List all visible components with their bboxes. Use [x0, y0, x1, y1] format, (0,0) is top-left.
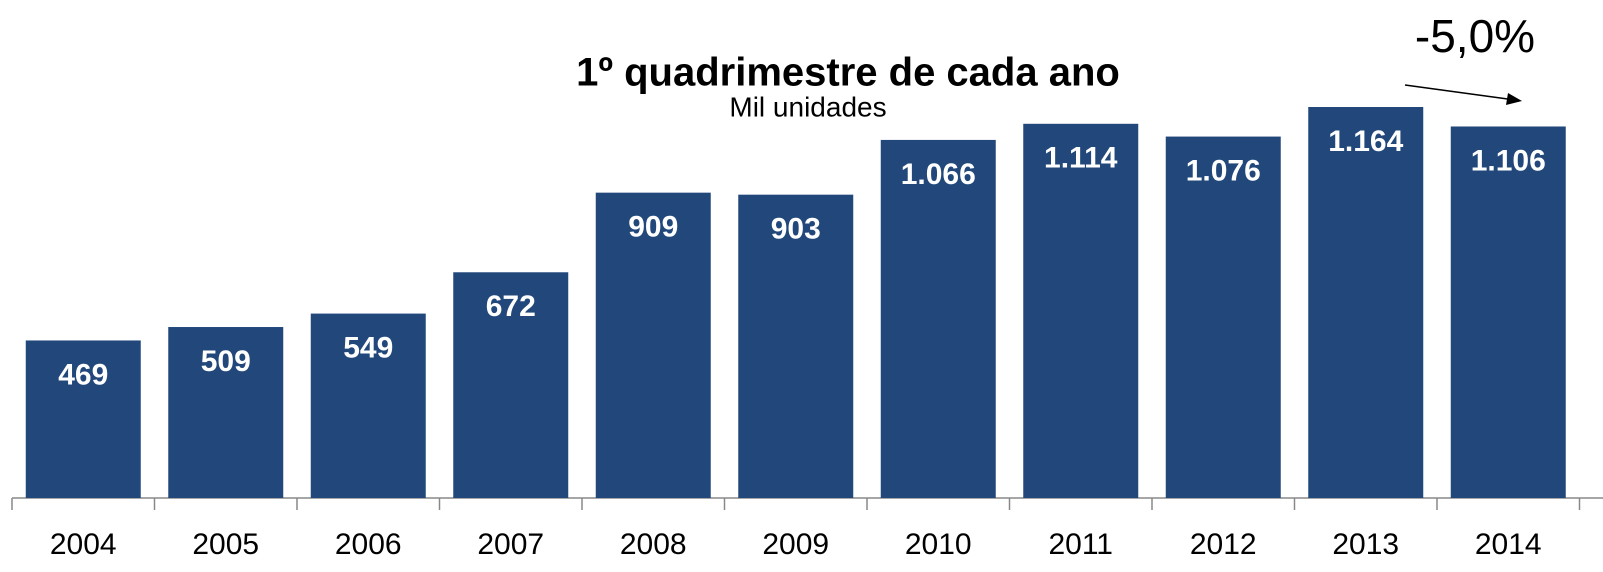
bar	[1450, 126, 1566, 498]
x-tick-label: 2004	[50, 528, 117, 561]
bar	[1165, 136, 1281, 499]
data-label: 1.066	[901, 158, 976, 191]
data-label: 469	[58, 358, 108, 391]
annotation: -5,0%	[1415, 10, 1535, 62]
chart-title: 1º quadrimestre de cada ano	[576, 51, 1120, 95]
x-tick-label: 2010	[905, 528, 972, 561]
x-tick-label: 2012	[1190, 528, 1257, 561]
bar	[595, 192, 711, 498]
data-label: 1.076	[1186, 154, 1261, 187]
x-tick-label: 2007	[477, 528, 544, 561]
bar	[1023, 123, 1139, 498]
data-label: 903	[771, 213, 821, 246]
bar	[25, 340, 141, 498]
bar	[168, 327, 284, 498]
x-tick-label: 2014	[1475, 528, 1542, 561]
x-tick-label: 2008	[620, 528, 687, 561]
data-label: 672	[486, 290, 536, 323]
bar	[310, 313, 426, 498]
x-tick-label: 2005	[192, 528, 259, 561]
data-label: 1.164	[1328, 125, 1403, 158]
x-tick-label: 2011	[1048, 528, 1113, 561]
x-tick-label: 2013	[1332, 528, 1399, 561]
data-label: 509	[201, 345, 251, 378]
chart-subtitle: Mil unidades	[729, 91, 886, 122]
data-label: 1.114	[1044, 142, 1118, 175]
data-label: 549	[343, 332, 393, 365]
bar	[738, 194, 854, 499]
annotation-arrow	[1404, 84, 1516, 101]
x-tick-label: 2009	[762, 528, 829, 561]
data-label: 909	[628, 211, 678, 244]
x-tick-label: 2006	[335, 528, 402, 561]
arrow-head	[1506, 93, 1522, 105]
bar	[880, 139, 996, 498]
bar	[453, 272, 569, 498]
bar	[1308, 107, 1424, 498]
data-label: 1.106	[1471, 144, 1546, 177]
